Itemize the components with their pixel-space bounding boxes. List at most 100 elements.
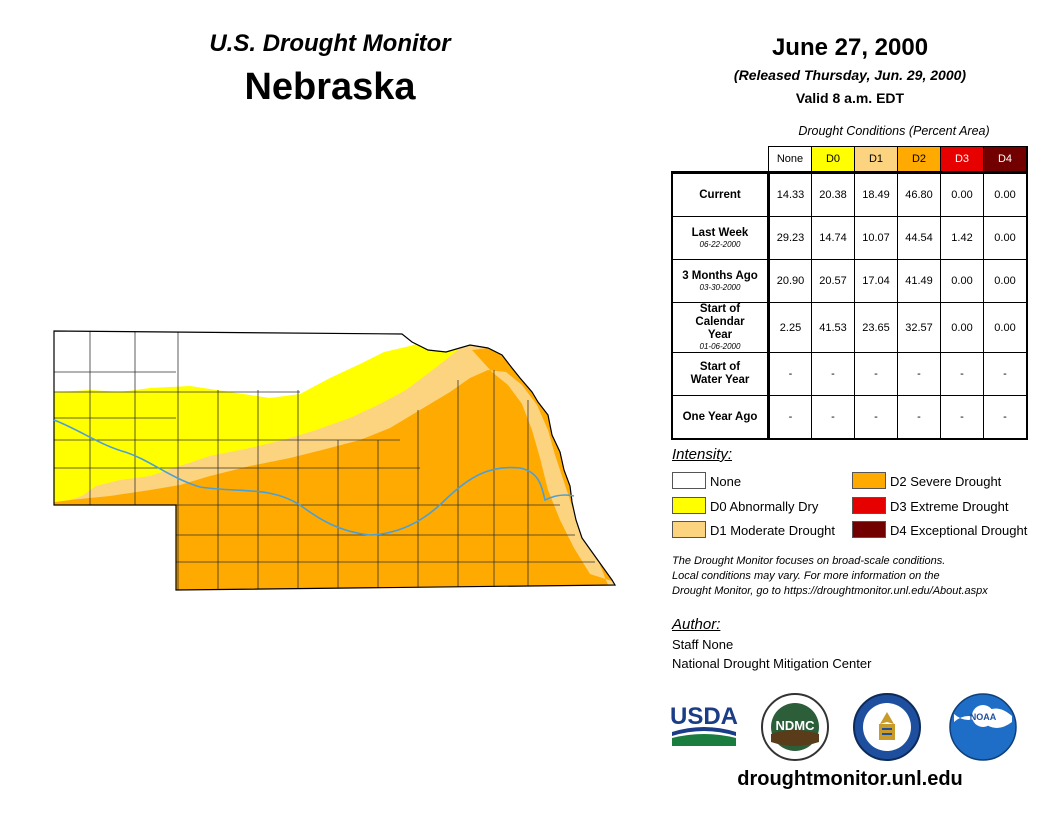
col-d4: D4 <box>983 146 1028 174</box>
col-d0: D0 <box>811 146 855 174</box>
row-label: One Year Ago <box>671 395 770 440</box>
legend-label: D2 Severe Drought <box>890 474 1002 489</box>
table-cell: 17.04 <box>854 259 898 303</box>
author-name: Staff None <box>672 637 734 652</box>
usda-logo-text: USDA <box>670 703 738 730</box>
table-cell: 20.90 <box>768 259 812 303</box>
legend-item-d2: D2 Severe Drought <box>852 472 1001 490</box>
legend-item-d4: D4 Exceptional Drought <box>852 521 1027 539</box>
table-cell: - <box>983 352 1028 396</box>
legend-item-none: None <box>672 472 741 490</box>
col-d3: D3 <box>940 146 984 174</box>
row-label-text: Start of Calendar Year <box>695 303 745 341</box>
table-cell: - <box>940 395 984 440</box>
drought-stats-table: None D0 D1 D2 D3 D4 Current 14.33 20.38 … <box>671 146 1028 440</box>
river <box>53 419 575 536</box>
table-cell: 0.00 <box>940 302 984 353</box>
table-cell: 0.00 <box>940 259 984 303</box>
table-cell: 18.49 <box>854 172 898 217</box>
website-link[interactable]: droughtmonitor.unl.edu <box>737 768 963 790</box>
row-label-text: 3 Months Ago <box>682 269 758 282</box>
disclaimer: The Drought Monitor focuses on broad-sca… <box>672 554 1052 599</box>
table-corner <box>672 146 769 174</box>
legend-swatch <box>672 521 706 538</box>
row-label: Start of Calendar Year 01-06-2000 <box>671 302 770 353</box>
legend-swatch <box>852 521 886 538</box>
commerce-seal <box>853 693 921 761</box>
author-title: Author: <box>672 616 721 633</box>
row-date: 06-22-2000 <box>699 239 741 249</box>
table-cell: 29.23 <box>768 216 812 260</box>
table-cell: 1.42 <box>940 216 984 260</box>
legend-swatch <box>672 472 706 489</box>
legend-label: D4 Exceptional Drought <box>890 523 1028 538</box>
legend-label: D1 Moderate Drought <box>710 523 836 538</box>
table-cell: - <box>983 395 1028 440</box>
row-label: Current <box>671 172 770 217</box>
table-cell: 14.33 <box>768 172 812 217</box>
table-row: Last Week 06-22-2000 29.23 14.74 10.07 44… <box>671 216 1028 260</box>
table-cell: 32.57 <box>897 302 941 353</box>
row-label-text: Last Week <box>691 226 749 239</box>
usda-logo: USDA <box>670 703 738 746</box>
table-cell: - <box>854 352 898 396</box>
legend-item-d3: D3 Extreme Drought <box>852 497 1009 515</box>
legend-item-d1: D1 Moderate Drought <box>672 521 835 539</box>
row-label-text: Start of Water Year <box>690 361 750 386</box>
table-row: Start of Water Year - - - - - - <box>671 352 1028 396</box>
legend-label: None <box>710 474 742 489</box>
row-label: Last Week 06-22-2000 <box>671 216 770 260</box>
valid-time: Valid 8 a.m. EDT <box>795 90 905 106</box>
row-label-text: Current <box>699 188 741 201</box>
state-title: Nebraska <box>244 66 416 108</box>
author-org: National Drought Mitigation Center <box>672 656 872 671</box>
table-cell: - <box>768 352 812 396</box>
table-cell: - <box>811 395 855 440</box>
noaa-logo: NOAA <box>949 693 1017 761</box>
legend-label: D0 Abnormally Dry <box>710 499 819 514</box>
table-cell: - <box>854 395 898 440</box>
table-row: 3 Months Ago 03-30-2000 20.90 20.57 17.04… <box>671 259 1028 303</box>
table-cell: - <box>897 352 941 396</box>
row-date: 01-06-2000 <box>699 342 741 351</box>
row-label: 3 Months Ago 03-30-2000 <box>671 259 770 303</box>
table-cell: 41.49 <box>897 259 941 303</box>
table-cell: - <box>897 395 941 440</box>
legend-swatch <box>672 497 706 514</box>
table-cell: 46.80 <box>897 172 941 217</box>
table-header-row: None D0 D1 D2 D3 D4 <box>672 146 1028 174</box>
release-date: (Released Thursday, Jun. 29, 2000) <box>733 67 967 83</box>
table-cell: 20.57 <box>811 259 855 303</box>
nebraska-drought-map <box>53 330 617 591</box>
table-cell: 0.00 <box>983 172 1028 217</box>
table-cell: 23.65 <box>854 302 898 353</box>
table-cell: - <box>811 352 855 396</box>
map-date: June 27, 2000 <box>771 34 929 61</box>
disclaimer-line: The Drought Monitor focuses on broad-sca… <box>672 555 946 567</box>
table-cell: 44.54 <box>897 216 941 260</box>
table-cell: 14.74 <box>811 216 855 260</box>
row-label: Start of Water Year <box>671 352 770 396</box>
table-cell: 0.00 <box>983 216 1028 260</box>
legend-swatch <box>852 497 886 514</box>
col-none: None <box>768 146 812 174</box>
table-cell: 0.00 <box>983 259 1028 303</box>
legend-swatch <box>852 472 886 489</box>
disclaimer-line: Local conditions may vary. For more info… <box>672 570 940 582</box>
disclaimer-line: Drought Monitor, go to https://droughtmo… <box>672 585 988 597</box>
table-cell: 2.25 <box>768 302 812 353</box>
ndmc-logo: NDMC <box>761 693 829 761</box>
monitor-title: U.S. Drought Monitor <box>209 30 451 57</box>
table-row: One Year Ago - - - - - - <box>671 395 1028 440</box>
table-cell: 41.53 <box>811 302 855 353</box>
table-cell: - <box>768 395 812 440</box>
table-cell: 0.00 <box>940 172 984 217</box>
table-row: Start of Calendar Year 01-06-2000 2.25 41… <box>671 302 1028 353</box>
col-d1: D1 <box>854 146 898 174</box>
legend-item-d0: D0 Abnormally Dry <box>672 497 818 515</box>
state-outline <box>53 330 617 591</box>
table-caption: Drought Conditions (Percent Area) <box>798 124 990 138</box>
table-cell: 0.00 <box>983 302 1028 353</box>
intensity-title: Intensity: <box>672 446 733 463</box>
table-cell: 10.07 <box>854 216 898 260</box>
